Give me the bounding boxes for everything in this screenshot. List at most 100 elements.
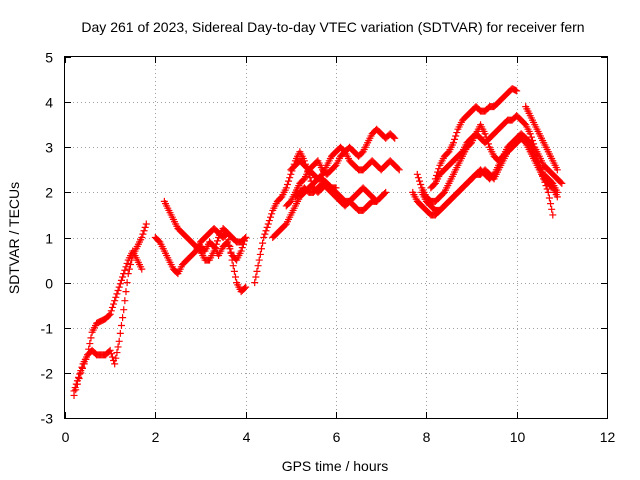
data-point — [139, 230, 147, 238]
x-tick-label: 2 — [152, 429, 160, 445]
data-point — [142, 220, 150, 228]
x-tick-label: 0 — [62, 429, 70, 445]
data-point — [548, 205, 556, 213]
data-point — [544, 188, 552, 196]
data-point — [121, 297, 129, 305]
data-point — [121, 266, 129, 274]
data-point — [117, 276, 125, 284]
data-point — [265, 217, 273, 225]
y-tick-label: 2 — [45, 185, 53, 201]
data-point — [123, 279, 131, 287]
data-point — [122, 288, 130, 296]
y-axis-label: SDTVAR / TECUs — [6, 182, 22, 294]
x-tick-label: 8 — [423, 429, 431, 445]
data-point — [395, 166, 403, 174]
data-point — [138, 265, 146, 273]
x-axis-label: GPS time / hours — [282, 458, 389, 474]
data-point — [120, 306, 128, 314]
data-point — [553, 166, 561, 174]
y-tick-label: 1 — [45, 231, 53, 247]
data-point — [242, 283, 250, 291]
data-point — [481, 130, 489, 138]
data-point — [547, 200, 555, 208]
data-point — [255, 256, 263, 264]
series-trace-9 — [287, 143, 403, 183]
x-tick-label: 4 — [243, 429, 251, 445]
plot-frame — [64, 56, 608, 419]
series-trace-13 — [431, 85, 521, 183]
series-trace-14 — [427, 112, 566, 192]
data-point — [237, 247, 245, 255]
data-point — [553, 193, 561, 201]
data-marks — [70, 85, 566, 399]
data-point — [108, 353, 116, 361]
data-point — [242, 234, 250, 241]
data-point — [260, 234, 268, 241]
x-axis-ticks: 0 2 4 6 8 10 12 — [62, 57, 616, 445]
data-point — [513, 87, 521, 95]
data-point — [228, 256, 236, 264]
data-point — [283, 180, 291, 188]
data-point — [77, 369, 85, 377]
data-point — [212, 240, 220, 248]
x-tick-label: 12 — [600, 429, 616, 445]
data-point — [140, 227, 148, 235]
data-point — [453, 129, 461, 137]
data-point — [241, 284, 249, 292]
data-point — [286, 174, 294, 182]
data-point — [414, 174, 422, 182]
data-point — [75, 375, 83, 383]
data-point — [282, 184, 290, 192]
data-point — [527, 133, 535, 141]
data-point — [543, 185, 551, 193]
data-point — [264, 220, 272, 228]
data-point — [110, 300, 118, 308]
data-point — [87, 334, 95, 342]
data-point — [126, 261, 134, 269]
data-point — [452, 132, 460, 140]
data-point — [254, 262, 262, 270]
data-point — [72, 386, 80, 394]
data-point — [111, 297, 119, 305]
data-point — [141, 223, 149, 231]
data-point — [105, 311, 113, 319]
data-point — [413, 170, 421, 178]
data-point — [394, 165, 402, 173]
data-point — [80, 360, 88, 368]
data-point — [86, 340, 94, 348]
data-point — [381, 190, 389, 198]
data-point — [416, 177, 424, 185]
data-point — [230, 267, 238, 275]
data-point — [112, 354, 120, 362]
data-point — [306, 174, 314, 182]
data-point — [210, 247, 218, 255]
data-point — [449, 139, 457, 147]
data-point — [226, 243, 234, 251]
data-point — [119, 273, 127, 281]
data-point — [526, 130, 534, 138]
chart-title: Day 261 of 2023, Sidereal Day-to-day VTE… — [81, 19, 584, 35]
data-point — [451, 135, 459, 143]
series-trace-2 — [70, 247, 146, 399]
data-point — [256, 250, 264, 258]
data-point — [285, 177, 293, 185]
data-point — [267, 213, 275, 221]
data-point — [79, 364, 87, 372]
data-point — [116, 329, 124, 337]
data-point — [108, 303, 116, 311]
y-axis-ticks: -3 -2 -1 0 1 2 3 4 5 — [41, 50, 607, 427]
data-point — [251, 279, 259, 287]
data-point — [390, 133, 398, 141]
y-tick-label: 4 — [45, 95, 53, 111]
data-point — [213, 237, 221, 245]
data-point — [85, 345, 93, 353]
data-point — [115, 337, 123, 345]
data-point — [111, 360, 119, 368]
data-point — [106, 346, 114, 354]
data-point — [549, 211, 557, 219]
data-point — [530, 140, 538, 148]
series-trace-5 — [192, 224, 250, 255]
data-point — [227, 249, 235, 257]
data-point — [107, 307, 115, 315]
